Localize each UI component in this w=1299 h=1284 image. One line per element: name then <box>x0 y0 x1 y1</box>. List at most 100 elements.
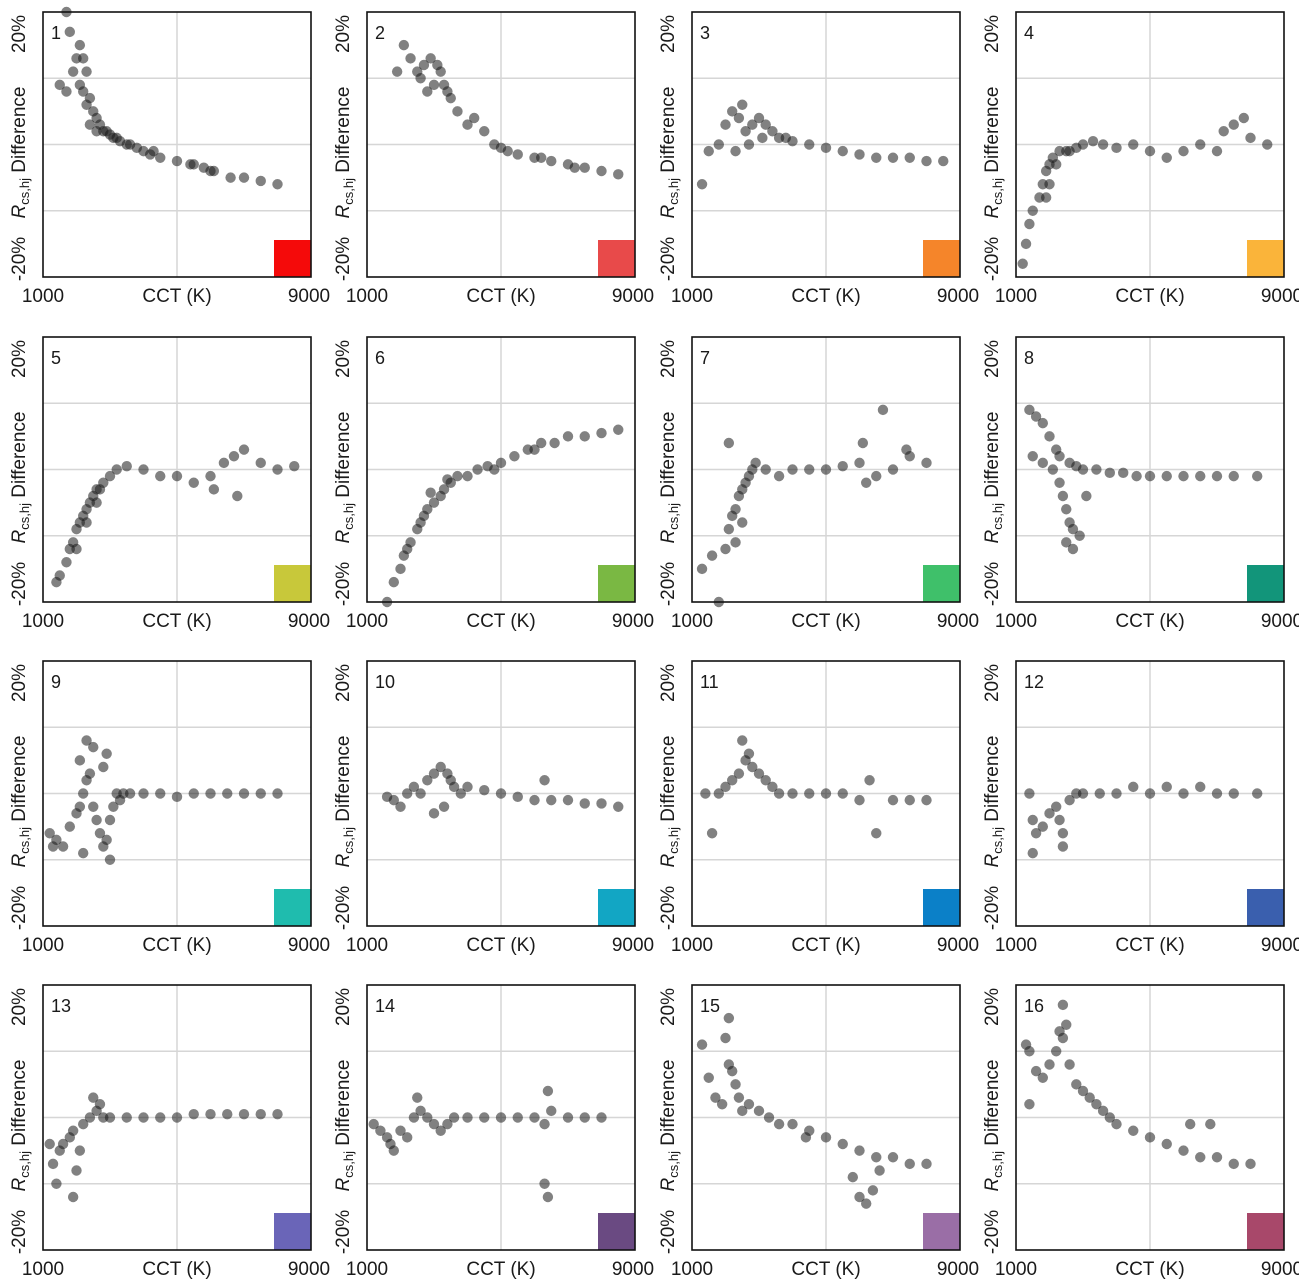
data-point <box>1178 788 1189 799</box>
data-point <box>188 1108 199 1120</box>
y-tick-label: 20% <box>333 664 354 702</box>
data-point <box>188 788 199 799</box>
y-axis-label: Rcs,hj Difference <box>658 1060 681 1192</box>
x-tick-label: 1000 <box>995 611 1037 632</box>
data-point <box>238 788 250 799</box>
data-point <box>455 788 466 799</box>
data-point <box>121 1112 132 1123</box>
data-point <box>1051 801 1062 812</box>
data-point <box>61 86 72 97</box>
data-point <box>88 1092 99 1103</box>
panel-number: 6 <box>375 348 385 368</box>
data-point <box>435 761 446 773</box>
data-point <box>81 517 92 528</box>
data-point <box>88 741 99 753</box>
data-point <box>743 748 755 759</box>
data-point <box>737 735 748 746</box>
data-point <box>730 145 741 157</box>
data-point <box>536 437 547 449</box>
y-tick-label: -20% <box>982 1210 1003 1254</box>
data-point <box>864 775 875 786</box>
data-point <box>422 775 433 786</box>
data-point <box>1077 464 1089 475</box>
data-point <box>138 788 149 799</box>
data-point <box>479 1112 490 1123</box>
x-tick-label: 1000 <box>671 935 713 956</box>
x-tick-label: 1000 <box>995 1259 1037 1280</box>
plot-frame <box>1015 336 1285 603</box>
data-point <box>208 484 220 495</box>
data-point <box>737 1105 748 1117</box>
data-point <box>1245 132 1256 144</box>
data-point <box>1077 788 1089 799</box>
plot-frame <box>691 660 961 927</box>
data-point <box>94 828 106 839</box>
data-point <box>542 1191 554 1203</box>
y-tick-label: 20% <box>333 988 354 1026</box>
data-point <box>727 775 738 786</box>
data-point <box>1211 1152 1223 1163</box>
plot-frame <box>1015 11 1285 278</box>
y-axis-label: Rcs,hj Difference <box>658 736 681 868</box>
data-point <box>238 172 250 183</box>
plot-frame <box>691 336 961 603</box>
x-axis-label: CCT (K) <box>142 286 211 307</box>
data-point <box>579 431 590 442</box>
data-point <box>44 1138 55 1150</box>
data-point <box>750 457 761 469</box>
x-axis-label: CCT (K) <box>791 1259 860 1280</box>
data-point <box>867 1185 879 1196</box>
data-point <box>1128 781 1139 793</box>
panel-13: 13 1000 9000 CCT (K) 20% -20% Rcs,hj Differenc… <box>9 984 330 1280</box>
data-point <box>723 437 735 449</box>
data-point <box>730 504 741 515</box>
data-point <box>1161 470 1172 482</box>
y-tick-label: 20% <box>982 15 1003 53</box>
data-point <box>1144 145 1156 157</box>
data-point <box>408 1112 420 1123</box>
data-point <box>452 106 463 117</box>
data-point <box>696 179 708 190</box>
data-point <box>104 814 116 826</box>
data-point <box>71 1165 82 1176</box>
data-point <box>1061 1019 1072 1030</box>
x-tick-label: 9000 <box>1261 286 1299 307</box>
data-point <box>837 145 848 157</box>
panel-3: 3 1000 9000 CCT (K) 20% -20% Rcs,hj Difference <box>658 11 979 307</box>
data-point <box>472 464 483 475</box>
data-point <box>760 775 771 786</box>
data-point <box>489 464 500 475</box>
panel-6: 6 1000 9000 CCT (K) 20% -20% Rcs,hj Difference <box>333 336 654 632</box>
y-axis-label: Rcs,hj Difference <box>9 87 32 219</box>
data-point <box>613 169 624 180</box>
data-point <box>1094 788 1105 799</box>
data-point <box>435 1125 446 1136</box>
data-point <box>773 470 785 482</box>
data-point <box>422 504 433 515</box>
data-point <box>700 788 711 799</box>
data-point <box>1091 464 1102 475</box>
data-point <box>512 791 523 803</box>
data-point <box>720 543 731 555</box>
data-point <box>1051 1046 1062 1057</box>
data-point <box>820 1132 832 1143</box>
data-point <box>546 794 557 806</box>
data-point <box>773 1118 785 1130</box>
data-point <box>67 1191 79 1203</box>
data-point <box>255 175 266 187</box>
data-point <box>716 1099 728 1110</box>
data-point <box>205 1108 216 1120</box>
y-tick-label: -20% <box>9 1210 30 1254</box>
data-point <box>57 841 69 852</box>
data-point <box>171 155 183 167</box>
data-point <box>696 1039 708 1050</box>
data-point <box>101 748 112 759</box>
data-point <box>425 487 436 498</box>
panel-10: 10 1000 9000 CCT (K) 20% -20% Rcs,hj Differenc… <box>333 660 654 956</box>
data-point <box>861 477 872 488</box>
data-point <box>272 179 283 190</box>
panel-number: 14 <box>375 996 395 1016</box>
data-point <box>1030 828 1042 839</box>
data-point <box>1195 1152 1206 1163</box>
panel-number: 15 <box>700 996 720 1016</box>
